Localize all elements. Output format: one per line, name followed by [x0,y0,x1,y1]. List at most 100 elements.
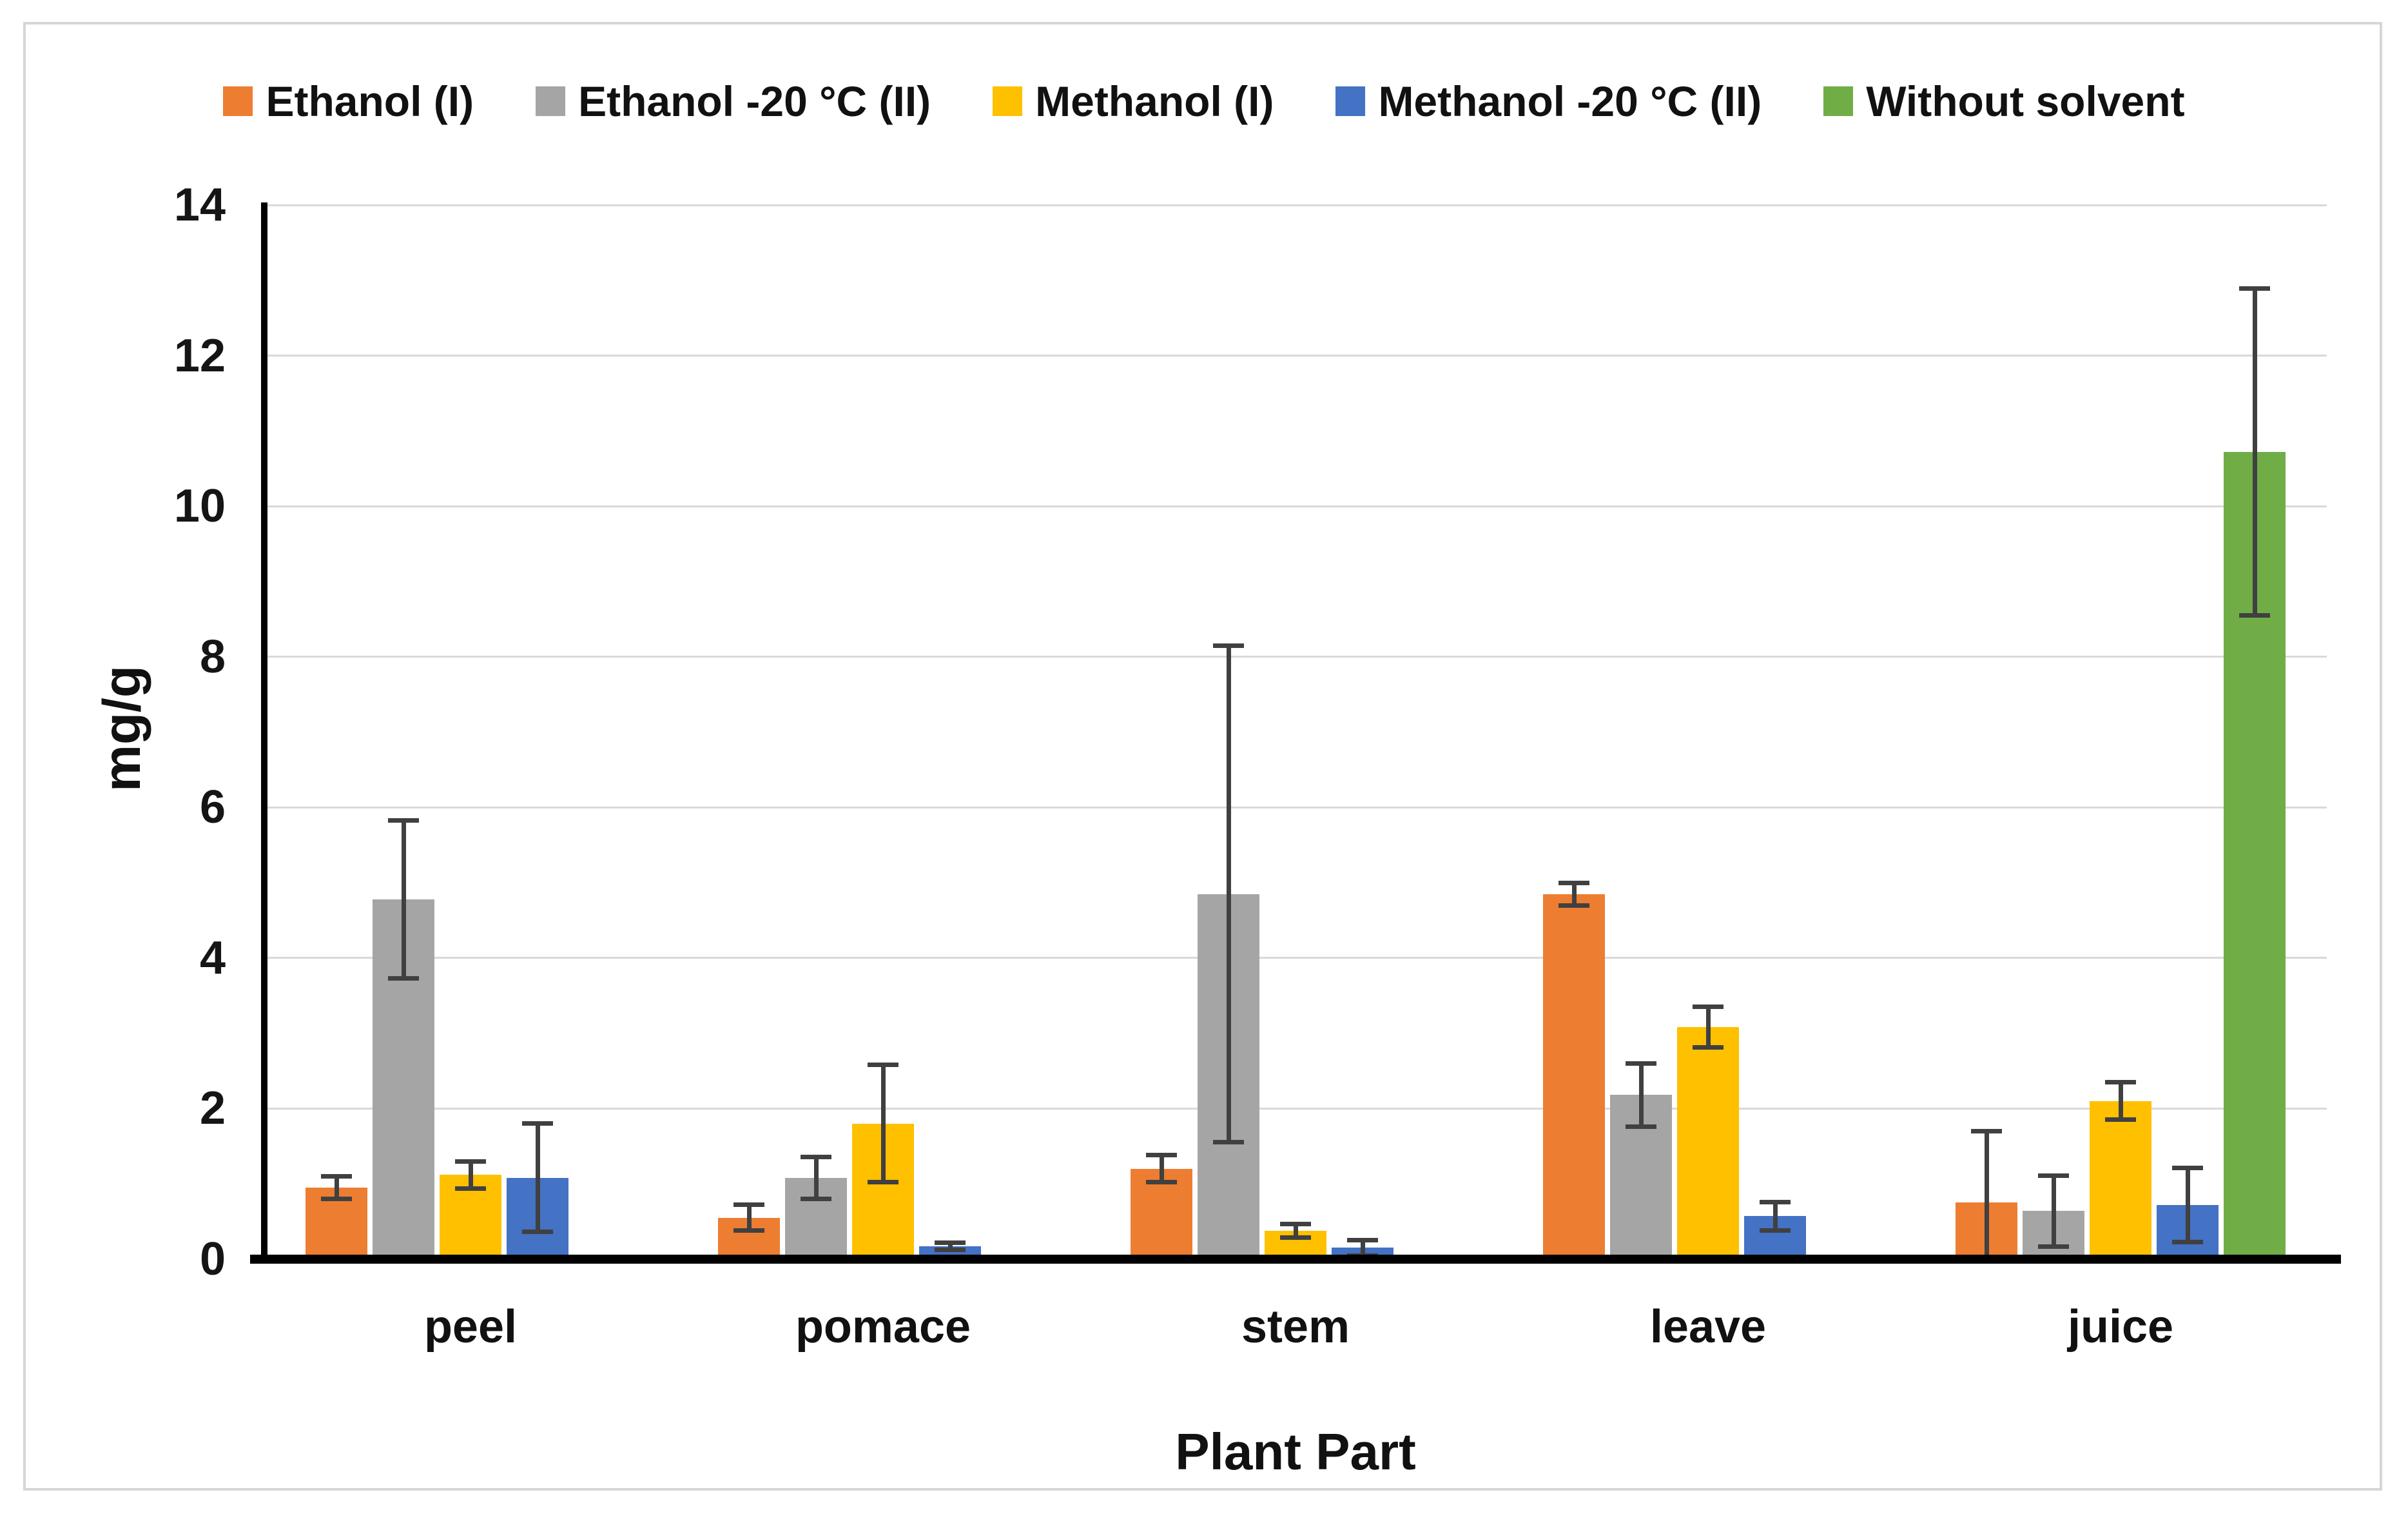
error-bar [880,1064,886,1182]
error-bar-cap-bottom [522,1230,553,1235]
error-bar-cap-bottom [1626,1124,1656,1129]
bar-ethanol-i-leave [1543,894,1605,1259]
error-bar [1293,1224,1298,1238]
error-bar-cap-top [1280,1221,1311,1226]
y-axis-line [261,202,267,1264]
error-bar-cap-bottom [2239,612,2270,618]
error-bar-cap-bottom [2105,1117,2136,1122]
error-bar [1772,1202,1778,1231]
error-bar-cap-bottom [2172,1239,2203,1244]
error-bar [1984,1131,1989,1259]
y-tick-label-6: 6 [199,781,226,834]
legend-swatch-icon [1335,86,1366,116]
category-label-peel: peel [423,1301,518,1353]
gridline-14 [264,204,2327,206]
y-tick-label-0: 0 [199,1233,226,1285]
legend-item-ethanol-20-c-ii: Ethanol -20 °C (II) [536,77,931,126]
error-bar-cap-top [321,1174,352,1179]
legend-item-ethanol-i: Ethanol (I) [223,77,474,126]
legend-item-methanol-i: Methanol (I) [993,77,1274,126]
error-bar [334,1176,339,1199]
legend-label: Methanol (I) [1035,77,1274,125]
chart-legend: Ethanol (I) Ethanol -20 °C (II) Methanol (… [0,72,2408,130]
legend-swatch-icon [1823,86,1854,116]
error-bar-cap-top [455,1159,486,1164]
gridline-10 [264,505,2327,507]
error-bar-cap-top [2172,1166,2203,1171]
error-bar-cap-bottom [801,1197,831,1202]
error-bar-cap-bottom [935,1248,966,1253]
error-bar-cap-top [1213,643,1244,648]
error-bar-cap-top [1347,1238,1378,1243]
y-tick-label-10: 10 [173,480,226,533]
error-bar-cap-top [1626,1061,1656,1066]
gridline-12 [264,355,2327,357]
error-bar [535,1123,540,1232]
category-label-juice: juice [2067,1301,2174,1353]
error-bar-cap-top [801,1154,831,1159]
y-tick-label-2: 2 [199,1083,226,1135]
plot-area [250,202,2341,1264]
error-bar-cap-top [1693,1004,1723,1010]
bar-methanol-i-juice [2090,1101,2151,1259]
error-bar [2185,1168,2190,1242]
error-bar-cap-top [1146,1153,1177,1158]
error-bar [1705,1006,1711,1048]
error-bar-cap-bottom [388,975,419,981]
error-bar-cap-top [1558,880,1589,885]
error-bar-cap-bottom [1146,1180,1177,1185]
x-axis-title: Plant Part [1175,1423,1416,1480]
error-bar-cap-top [935,1240,966,1245]
error-bar-cap-top [733,1202,764,1208]
error-bar [401,820,406,979]
error-bar [2252,288,2257,616]
error-bar-cap-bottom [455,1186,486,1191]
legend-label: Without solvent [1866,77,2185,125]
gridline-6 [264,806,2327,808]
error-bar [1159,1155,1164,1182]
error-bar [746,1204,752,1231]
bar-methanol-i-leave [1677,1027,1739,1259]
error-bar-cap-top [1971,1128,2002,1133]
gridline-2 [264,1107,2327,1110]
error-bar [2118,1082,2123,1120]
error-bar-cap-bottom [321,1197,352,1202]
y-tick-label-12: 12 [173,329,226,382]
error-bar-cap-top [388,818,419,823]
error-bar-cap-bottom [1280,1235,1311,1240]
error-bar-cap-top [2239,286,2270,291]
error-bar-cap-bottom [2038,1244,2069,1249]
legend-label: Ethanol -20 °C (II) [578,77,931,125]
error-bar-cap-bottom [1558,903,1589,908]
error-bar-cap-top [1760,1199,1791,1204]
error-bar-cap-bottom [1693,1045,1723,1050]
category-label-pomace: pomace [795,1301,971,1353]
legend-item-without-solvent: Without solvent [1823,77,2185,126]
y-tick-label-4: 4 [199,932,226,984]
error-bar [813,1157,819,1199]
error-bar [947,1242,953,1250]
error-bar [1226,645,1231,1142]
error-bar [1638,1063,1644,1127]
error-bar-cap-top [2105,1080,2136,1085]
error-bar-cap-bottom [1213,1140,1244,1145]
y-tick-label-14: 14 [173,179,226,231]
error-bar-cap-top [868,1063,898,1068]
error-bar [1360,1240,1365,1256]
gridline-4 [264,957,2327,959]
error-bar-cap-bottom [1760,1228,1791,1233]
legend-swatch-icon [223,86,253,116]
error-bar-cap-top [522,1121,553,1126]
category-label-leave: leave [1649,1301,1767,1353]
legend-swatch-icon [993,86,1023,116]
error-bar-cap-bottom [868,1180,898,1185]
error-bar [2051,1175,2056,1247]
y-tick-label-8: 8 [199,631,226,683]
x-axis-line [250,1255,2341,1264]
gridline-8 [264,656,2327,658]
legend-item-methanol-20-c-ii: Methanol -20 °C (II) [1335,77,1762,126]
category-label-stem: stem [1241,1301,1350,1353]
legend-label: Methanol -20 °C (II) [1378,77,1762,125]
error-bar [1571,883,1577,906]
error-bar [468,1161,473,1189]
